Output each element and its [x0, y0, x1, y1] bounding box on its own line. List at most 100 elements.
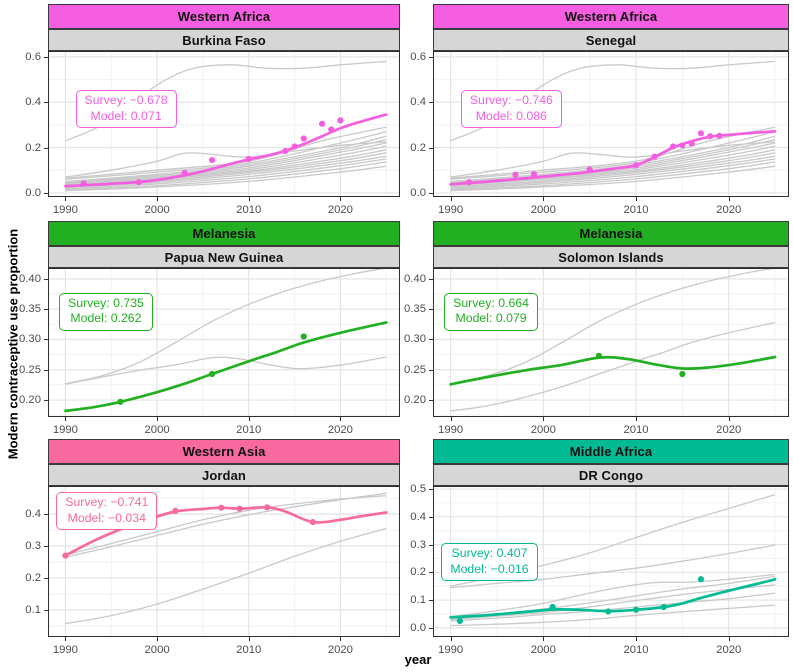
y-tick-label: 0.0	[410, 186, 426, 199]
y-tick-mark	[44, 309, 48, 311]
panel-plot-svg	[48, 268, 400, 417]
survey-data-point	[135, 179, 142, 186]
y-tick-mark	[44, 56, 48, 58]
y-tick-mark	[429, 309, 433, 311]
y-tick-label: 0.2	[25, 571, 41, 584]
survey-value-label: Survey: 0.664	[453, 295, 530, 310]
panel-border	[433, 486, 789, 637]
model-value-label: Model: 0.071	[90, 108, 162, 123]
annotation-box: Survey: −0.746 Model: 0.086	[460, 90, 562, 129]
y-tick-label: 0.2	[410, 566, 426, 579]
country-strip: Jordan	[48, 464, 400, 486]
background-country-line	[65, 268, 387, 385]
survey-data-point	[80, 180, 87, 187]
y-tick-label: 0.20	[404, 394, 426, 407]
survey-data-point	[337, 117, 344, 124]
survey-data-point	[282, 147, 289, 155]
y-tick-label: 0.20	[19, 394, 41, 407]
x-tick-mark	[340, 637, 342, 641]
survey-data-point	[697, 130, 705, 137]
x-tick-mark	[340, 417, 342, 421]
panel-background	[433, 268, 789, 417]
y-tick-mark	[429, 600, 433, 602]
y-tick-label: 0.5	[410, 483, 426, 496]
background-country-line	[450, 544, 776, 589]
survey-data-point	[466, 179, 473, 186]
y-tick-mark	[429, 627, 433, 629]
survey-value-label: Survey: −0.746	[469, 93, 553, 108]
x-tick-label: 1990	[52, 644, 78, 656]
survey-data-point	[707, 133, 714, 140]
x-tick-mark	[728, 197, 730, 201]
y-tick-label: 0.1	[25, 603, 41, 616]
x-tick-label: 1990	[52, 424, 78, 436]
model-value-label: Model: 0.086	[475, 108, 547, 123]
x-tick-mark	[65, 637, 67, 641]
y-tick-mark	[44, 400, 48, 402]
y-tick-mark	[429, 102, 433, 104]
annotation-box: Survey: 0.664 Model: 0.079	[444, 292, 539, 331]
y-tick-mark	[44, 546, 48, 548]
y-tick-label: 0.3	[410, 538, 426, 551]
y-tick-mark	[44, 514, 48, 516]
x-tick-mark	[543, 197, 545, 201]
x-tick-mark	[157, 197, 159, 201]
y-tick-label: 0.40	[19, 272, 41, 285]
y-tick-mark	[429, 192, 433, 194]
survey-data-point	[456, 617, 463, 625]
survey-data-point	[328, 126, 335, 133]
background-country-line	[450, 321, 776, 412]
survey-data-point	[62, 552, 69, 559]
background-country-line	[450, 573, 776, 618]
x-tick-label: 2010	[623, 204, 649, 216]
background-country-line	[65, 494, 387, 556]
survey-data-point	[181, 169, 188, 177]
x-tick-mark	[157, 417, 159, 421]
x-tick-label: 1990	[438, 644, 464, 656]
background-country-line	[450, 126, 776, 179]
region-strip: Melanesia	[48, 221, 400, 246]
survey-data-point	[300, 333, 307, 340]
x-tick-mark	[450, 197, 452, 201]
y-tick-label: 0.2	[25, 141, 41, 154]
model-trend-line	[449, 577, 777, 619]
region-strip: Melanesia	[433, 221, 789, 246]
y-tick-mark	[429, 489, 433, 491]
x-tick-label: 2010	[236, 204, 262, 216]
survey-value-label: Survey: −0.741	[65, 495, 149, 510]
background-country-line	[450, 155, 776, 189]
x-tick-mark	[636, 637, 638, 641]
x-tick-label: 2000	[530, 204, 556, 216]
y-tick-label: 0.3	[25, 540, 41, 553]
model-value-label: Model: 0.262	[70, 311, 142, 326]
survey-data-point	[117, 398, 124, 405]
background-country-line	[65, 165, 387, 192]
y-tick-mark	[429, 572, 433, 574]
y-tick-mark	[429, 516, 433, 518]
survey-data-point	[632, 606, 640, 613]
y-tick-label: 0.6	[25, 50, 41, 63]
x-tick-label: 2000	[144, 424, 170, 436]
country-strip: Solomon Islands	[433, 246, 789, 268]
x-tick-mark	[543, 637, 545, 641]
x-tick-mark	[65, 197, 67, 201]
background-country-line	[65, 135, 387, 183]
background-country-line	[65, 492, 387, 558]
y-tick-label: 0.30	[19, 333, 41, 346]
x-tick-mark	[450, 637, 452, 641]
y-tick-mark	[44, 369, 48, 371]
y-tick-label: 0.25	[404, 363, 426, 376]
background-country-line	[65, 138, 387, 184]
x-tick-mark	[636, 417, 638, 421]
survey-data-point	[512, 171, 519, 178]
background-country-line	[450, 149, 776, 187]
y-tick-label: 0.4	[25, 96, 41, 109]
y-tick-label: 0.25	[19, 363, 41, 376]
x-axis-title: year	[404, 652, 432, 667]
y-tick-label: 0.1	[410, 594, 426, 607]
panel-border	[48, 486, 400, 637]
y-tick-label: 0.4	[410, 96, 426, 109]
country-strip: DR Congo	[433, 464, 789, 486]
survey-data-point	[670, 143, 677, 150]
